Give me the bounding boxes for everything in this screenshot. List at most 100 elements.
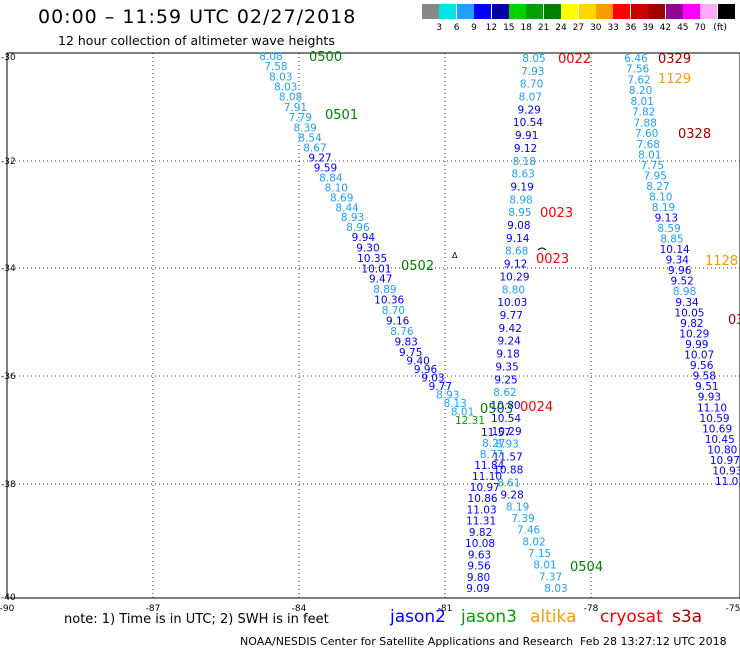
wave-height-value: 10.45 xyxy=(705,434,735,446)
wave-height-value: 9.51 xyxy=(695,381,718,393)
wave-height-value: 10.07 xyxy=(684,350,714,362)
wave-height-value: 9.30 xyxy=(356,242,379,254)
wave-height-value: 8.01 xyxy=(630,96,653,108)
wave-height-value: 8.03 xyxy=(544,583,567,595)
longitude-label: -87 xyxy=(146,604,161,614)
latitude-label: -38 xyxy=(1,480,16,490)
legend-label: 36 xyxy=(624,23,637,33)
legend-label: 21 xyxy=(537,23,550,33)
map-title: 00:00 – 11:59 UTC 02/27/2018 xyxy=(38,6,357,28)
wave-height-value: 11.57 xyxy=(493,452,523,464)
wave-height-value: 10.05 xyxy=(674,307,704,319)
wave-height-value: 8.19 xyxy=(652,202,675,214)
wave-height-value: 7.15 xyxy=(528,548,551,560)
latitude-label: -36 xyxy=(1,372,16,382)
wave-height-value: 7.75 xyxy=(641,160,664,172)
wave-height-value: 7.88 xyxy=(634,117,657,129)
legend-swatch xyxy=(648,4,666,19)
wave-height-value: 7.37 xyxy=(539,571,562,583)
wave-height-value: 9.25 xyxy=(494,374,517,386)
wave-height-value: 9.12 xyxy=(514,143,537,155)
legend-swatch xyxy=(491,4,509,19)
pass-time-label: 0500 xyxy=(309,50,342,65)
longitude-label: -75 xyxy=(726,604,740,614)
pass-time-label: 1129 xyxy=(658,72,691,87)
legend-label: (ft) xyxy=(713,23,727,33)
longitude-label: -84 xyxy=(292,604,307,614)
wave-height-value: 10.80 xyxy=(707,444,737,456)
wave-height-value: 9.52 xyxy=(670,276,693,288)
wave-height-value: 10.97 xyxy=(470,482,500,494)
map-frame xyxy=(6,52,740,599)
wave-height-value: 9.94 xyxy=(352,232,376,244)
wave-height-value: 11.03 xyxy=(467,504,497,516)
wave-height-value: 10.80 xyxy=(491,400,521,412)
wave-height-value: 8.63 xyxy=(511,169,534,181)
satellite-s3a: s3a xyxy=(672,607,703,627)
wave-height-value: 7.56 xyxy=(626,64,650,76)
wave-height-value: 10.54 xyxy=(513,117,543,129)
wave-height-value: 8.13 xyxy=(443,398,466,410)
wave-height-value: 10.01 xyxy=(361,263,391,275)
wave-height-value: 8.77 xyxy=(480,449,503,461)
wave-height-value: 11.57 xyxy=(481,427,511,439)
wave-height-value: 7.95 xyxy=(644,171,667,183)
wave-height-value: 9.56 xyxy=(690,360,714,372)
wave-height-value: 7.91 xyxy=(284,102,307,114)
wave-height-value: 10.08 xyxy=(465,538,495,550)
wave-height-value: 9.77 xyxy=(500,310,523,322)
latitude-label: -30 xyxy=(1,53,16,63)
wave-height-value: 11.84 xyxy=(474,460,504,472)
legend-swatch xyxy=(683,4,700,19)
wave-height-value: 9.34 xyxy=(666,254,690,266)
legend-swatch xyxy=(422,4,439,19)
wave-height-value: 7.39 xyxy=(511,513,534,525)
wave-height-value: 7.62 xyxy=(627,74,650,86)
longitude-label: -81 xyxy=(438,604,453,614)
legend-swatch xyxy=(630,4,648,19)
wave-height-value: 9.93 xyxy=(698,392,721,404)
wave-height-value: 10.93 xyxy=(712,465,740,477)
legend-label: 12 xyxy=(485,23,498,33)
legend-label: 3 xyxy=(436,23,443,33)
wave-height-value: 8.70 xyxy=(520,79,543,91)
wave-height-value: 8.54 xyxy=(298,132,322,144)
wave-height-value: 7.60 xyxy=(635,128,658,140)
wave-height-value: 9.24 xyxy=(497,336,521,348)
legend-swatch xyxy=(665,4,683,19)
wave-height-value: 8.80 xyxy=(502,284,525,296)
pass-time-label: 0504 xyxy=(570,560,603,575)
generated-timestamp: Feb 28 13:27:12 UTC 2018 xyxy=(580,635,727,648)
legend-label: 42 xyxy=(659,23,672,33)
wave-height-value: 9.42 xyxy=(499,323,522,335)
pass-time-label: 0023 xyxy=(536,252,569,267)
wave-height-value: 8.01 xyxy=(638,150,661,162)
map-subtitle: 12 hour collection of altimeter wave hei… xyxy=(58,33,335,48)
credit-text: NOAA/NESDIS Center for Satellite Applica… xyxy=(240,635,574,648)
wave-height-value: 7.93 xyxy=(521,66,544,78)
wave-height-value: 8.27 xyxy=(482,438,505,450)
wave-height-value: 8.44 xyxy=(335,202,359,214)
wave-height-value: 9.13 xyxy=(655,213,678,225)
wave-height-value: 9.56 xyxy=(467,561,491,573)
legend-swatch xyxy=(578,4,596,19)
wave-height-value: 8.84 xyxy=(319,173,343,185)
pass-time-label: 0022 xyxy=(558,52,591,67)
wave-height-value: 8.03 xyxy=(269,71,292,83)
wave-height-value: 8.69 xyxy=(330,192,353,204)
wave-height-value: 7.46 xyxy=(517,525,541,537)
legend-label: 70 xyxy=(694,23,706,33)
wave-height-value: 10.03 xyxy=(497,297,527,309)
wave-height-value: 8.10 xyxy=(649,192,672,204)
wave-height-value: 8.08 xyxy=(279,92,302,104)
pass-time-label: 0328 xyxy=(678,127,711,142)
wave-height-value: 8.89 xyxy=(373,284,396,296)
wave-height-value: 7.68 xyxy=(637,139,660,151)
legend-swatch xyxy=(543,4,561,19)
wave-height-value: 9.14 xyxy=(506,233,530,245)
legend-swatch xyxy=(596,4,613,19)
island-marker: Δ xyxy=(452,251,458,260)
legend-swatch xyxy=(561,4,579,19)
legend-label: 30 xyxy=(590,23,602,33)
wave-height-value: 8.93 xyxy=(341,212,364,224)
